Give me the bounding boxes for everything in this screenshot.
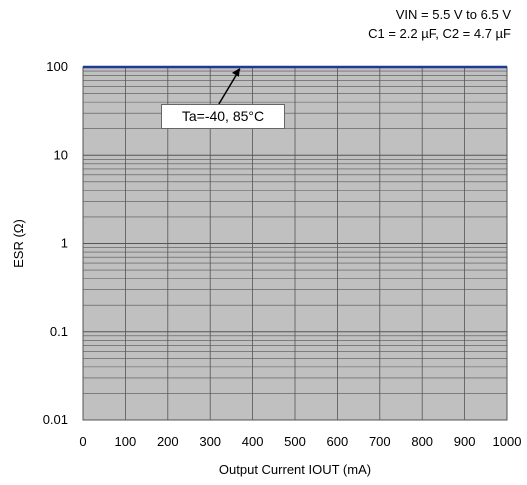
x-tick-label: 200 <box>157 434 179 449</box>
x-tick-label: 500 <box>284 434 306 449</box>
y-axis-label: ESR (Ω) <box>11 219 26 268</box>
x-axis-label: Output Current IOUT (mA) <box>219 462 371 477</box>
y-tick-label: 0.01 <box>43 412 68 427</box>
x-tick-label: 1000 <box>493 434 522 449</box>
x-tick-label: 300 <box>199 434 221 449</box>
x-tick-label: 0 <box>79 434 86 449</box>
x-tick-label: 800 <box>411 434 433 449</box>
x-tick-label: 700 <box>369 434 391 449</box>
annotation-label: Ta=-40, 85°C <box>161 104 285 129</box>
y-tick-label: 100 <box>46 59 68 74</box>
x-tick-label: 600 <box>327 434 349 449</box>
y-tick-label: 10 <box>54 147 68 162</box>
y-tick-label: 1 <box>61 236 68 251</box>
x-tick-labels: 0 100 200 300 400 500 600 700 800 900 1000 <box>79 434 521 449</box>
x-tick-label: 400 <box>242 434 264 449</box>
annotation-arrow-head <box>231 68 240 77</box>
condition-capacitors: C1 = 2.2 µF, C2 = 4.7 µF <box>368 26 511 41</box>
y-tick-labels: 0.01 0.1 1 10 100 <box>43 59 68 427</box>
x-tick-label: 100 <box>115 434 137 449</box>
condition-vin: VIN = 5.5 V to 6.5 V <box>395 7 511 22</box>
x-tick-label: 900 <box>454 434 476 449</box>
y-tick-label: 0.1 <box>50 324 68 339</box>
